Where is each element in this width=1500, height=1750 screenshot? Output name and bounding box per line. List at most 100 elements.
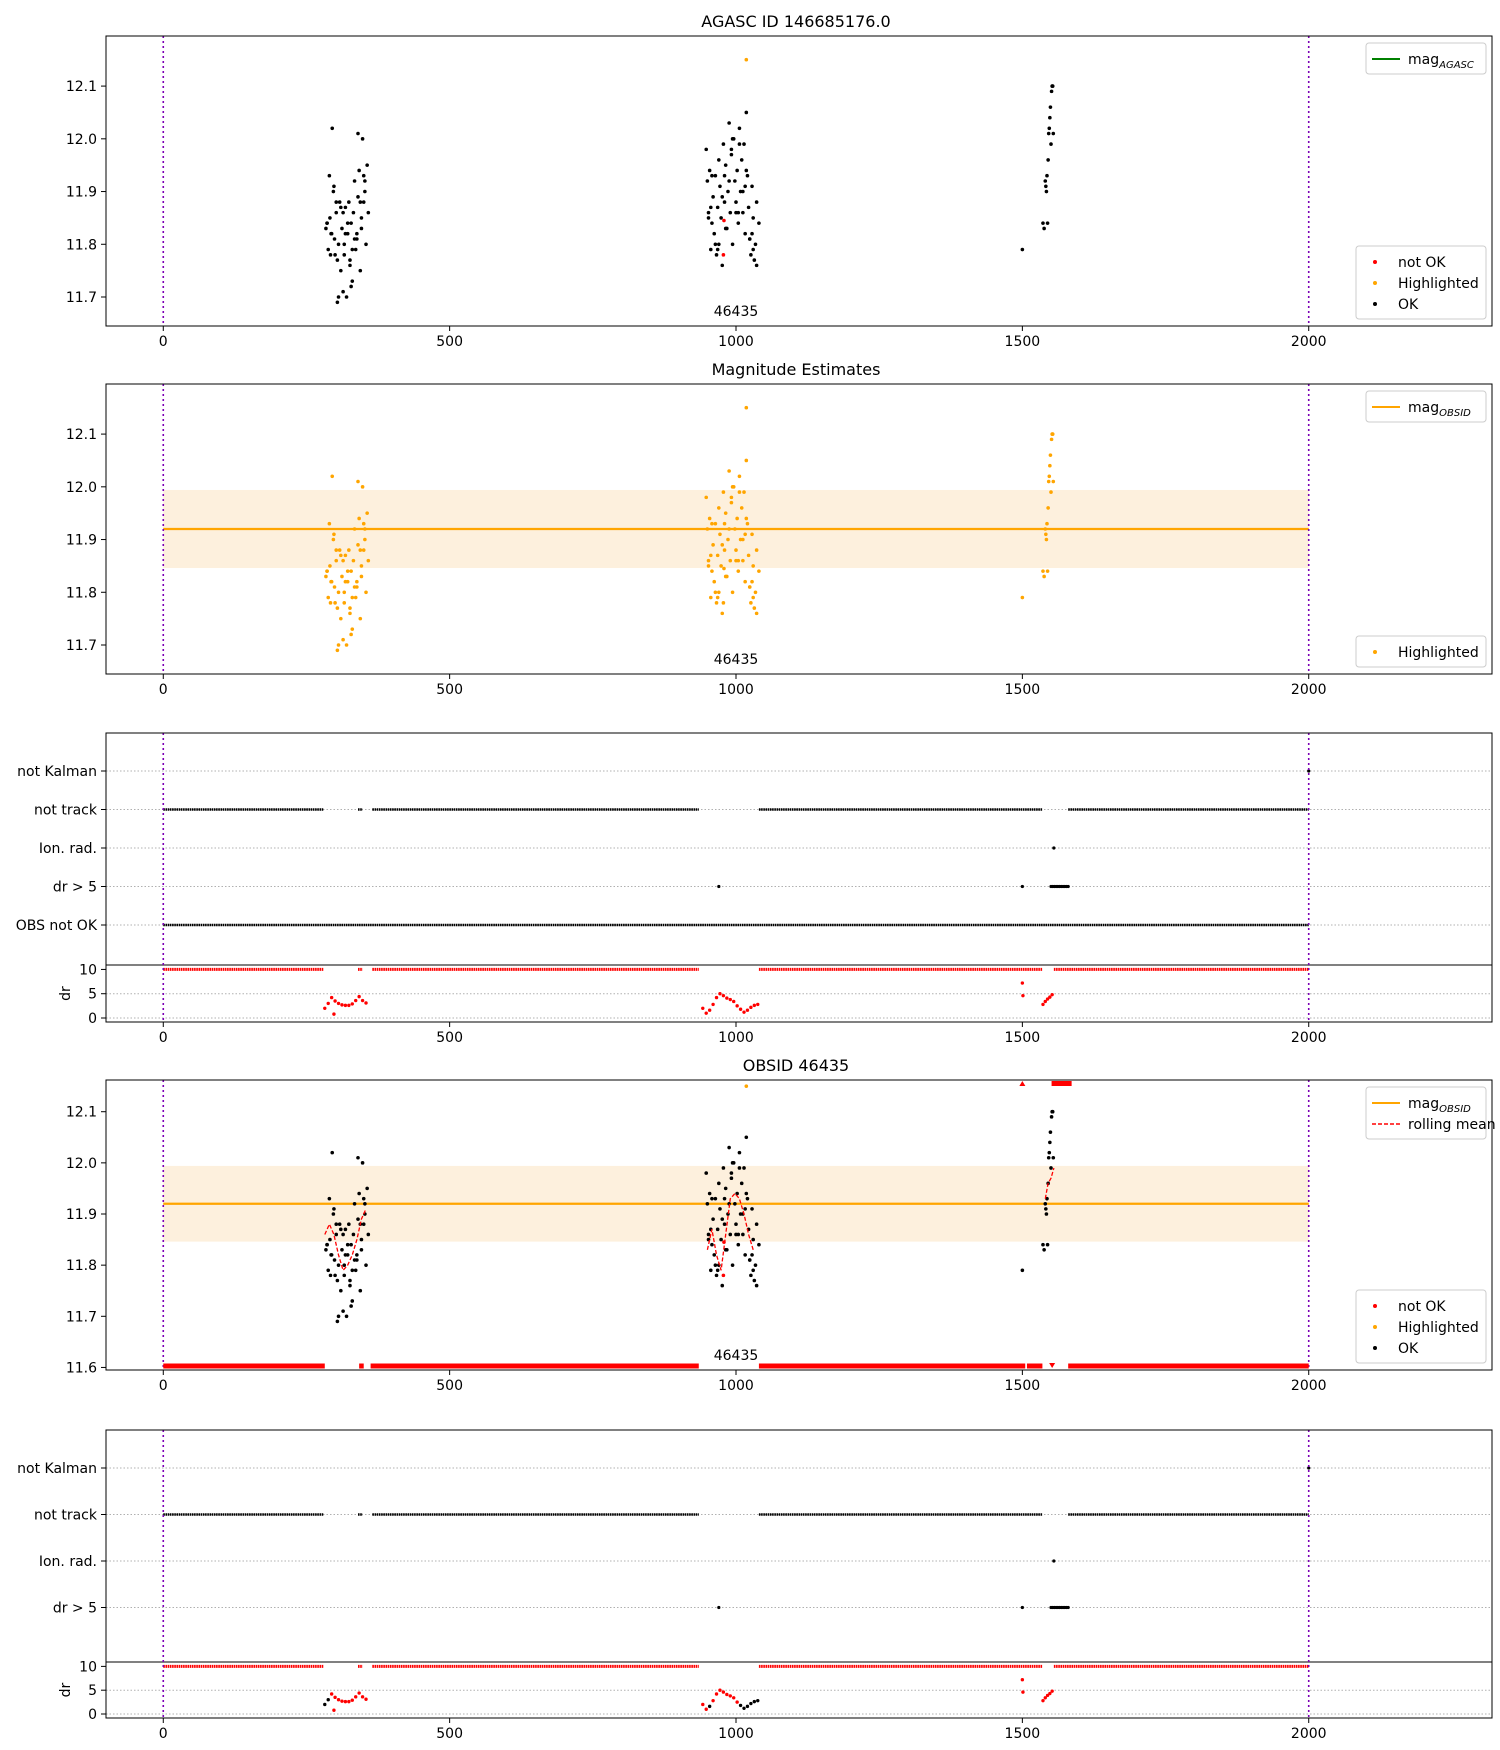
- panel-agasc-ok-point: [1047, 126, 1052, 131]
- panel-estimates-highlighted-point: [343, 553, 348, 558]
- panel-obsid-clipped-low: [1026, 1363, 1043, 1369]
- panel-agasc-ytick-label: 12.1: [66, 79, 97, 95]
- panel-flags-1-dr-point: [738, 1007, 743, 1011]
- panel-estimates-highlighted-point: [720, 611, 725, 616]
- panel-estimates-highlighted-point: [722, 566, 726, 571]
- panel-agasc-ok-point: [1044, 189, 1049, 194]
- panel-agasc-ok-point: [324, 226, 328, 231]
- panel-agasc-ok-point: [723, 226, 728, 231]
- panel-obsid-legend-lines-box: [1365, 1086, 1487, 1140]
- panel-agasc-ok-point: [729, 152, 734, 157]
- panel-estimates-highlighted-point: [722, 521, 727, 526]
- panel-agasc-ok-point: [734, 200, 738, 204]
- panel-estimates-highlighted-point: [1046, 479, 1051, 484]
- panel-agasc-ok-point: [749, 253, 753, 257]
- panel-agasc-ok-point: [341, 289, 345, 294]
- panel-flags-2-row-label: not Kalman: [17, 1461, 97, 1477]
- panel-estimates-highlighted-point: [747, 585, 752, 589]
- panel-obsid-ok-point: [745, 1196, 750, 1201]
- panel-estimates-highlighted-point: [336, 643, 341, 647]
- panel-agasc-ok-point: [349, 221, 353, 225]
- panel-obsid-ok-point: [718, 1207, 722, 1211]
- panel-flags-2-xtick-label: 2000: [1291, 1726, 1327, 1742]
- panel-estimates-highlighted-point: [363, 527, 367, 531]
- panel-agasc-ok-point: [331, 189, 336, 194]
- panel-estimates-highlighted-point: [334, 558, 339, 563]
- panel-estimates-highlighted-point: [1047, 474, 1052, 479]
- panel-obsid-ok-point: [363, 1201, 367, 1206]
- panel-flags-2-flag-point: [1066, 1605, 1070, 1610]
- panel-agasc-ok-point: [737, 142, 742, 146]
- panel-estimates-title: Magnitude Estimates: [712, 360, 881, 379]
- panel-obsid-ok-point: [332, 1207, 336, 1211]
- panel-flags-2-dr-point: [749, 1701, 753, 1706]
- panel-flags-1-dr-point: [364, 1001, 368, 1005]
- panel-estimates-highlighted-point: [735, 516, 739, 521]
- panel-obsid-ok-point: [1051, 1155, 1056, 1160]
- panel-flags-2-dr-point: [728, 1694, 732, 1698]
- panel-flags-2-dr-point: [336, 1698, 341, 1702]
- panel-flags-2-dr-point: [701, 1702, 705, 1707]
- panel-flags-1-dr-point: [333, 999, 337, 1003]
- panel-obsid-ok-point: [334, 1222, 339, 1227]
- panel-obsid-ok-point: [1042, 1248, 1046, 1252]
- panel-estimates-highlighted-point: [734, 548, 738, 552]
- panel-estimates-highlighted-point: [730, 485, 735, 489]
- panel-estimates-highlighted-point: [1049, 490, 1053, 494]
- panel-agasc-ok-point: [352, 179, 357, 183]
- panel-obsid-ok-point: [343, 1227, 348, 1232]
- panel-obsid-ok-point: [347, 1222, 351, 1227]
- panel-estimates-ytick-label: 11.8: [66, 585, 97, 601]
- panel-obsid-ok-point: [1048, 1130, 1053, 1134]
- panel-obsid-ok-point: [335, 1278, 340, 1283]
- panel-agasc-highlighted-point: [744, 57, 749, 62]
- panel-agasc-legend-points-label: OK: [1398, 297, 1419, 313]
- panel-estimates-highlighted-point: [705, 527, 710, 531]
- panel-estimates-highlighted-point: [352, 585, 357, 589]
- panel-agasc-ok-point: [1020, 247, 1025, 252]
- panel-obsid-ok-point: [1043, 1201, 1048, 1206]
- panel-estimates-highlighted-point: [1046, 506, 1050, 510]
- panel-agasc-ok-point: [754, 263, 759, 268]
- panel-agasc-ok-point: [334, 210, 339, 215]
- panel-estimates-highlighted-point: [744, 458, 749, 463]
- panel-obsid-ok-point: [355, 1253, 359, 1257]
- panel-obsid-clipped-low: [1068, 1363, 1309, 1369]
- panel-obsid-ok-point: [336, 1263, 341, 1267]
- panel-flags-2-dr-point: [1020, 1678, 1025, 1682]
- panel-estimates-xtick-label: 1500: [1005, 682, 1041, 698]
- panel-agasc-ok-point: [329, 231, 334, 236]
- panel-agasc-ok-point: [349, 284, 353, 289]
- panel-obsid-ok-point: [739, 1181, 744, 1186]
- panel-agasc-xtick-label: 500: [436, 334, 463, 350]
- panel-flags-2-xtick-label: 1500: [1005, 1726, 1041, 1742]
- panel-obsid-ok-point: [366, 1232, 371, 1237]
- panel-agasc-ok-point: [1045, 221, 1050, 225]
- panel-obsid-ok-point: [348, 1278, 352, 1283]
- panel-estimates-highlighted-point: [752, 606, 757, 610]
- panel-obsid-rolling-mean: [1044, 1167, 1055, 1199]
- panel-flags-1-dr-point: [1021, 993, 1025, 998]
- panel-obsid-ok-point: [723, 1186, 728, 1191]
- panel-estimates-highlighted-point: [744, 405, 749, 410]
- panel-obsid-legend-points-label: not OK: [1398, 1299, 1446, 1315]
- panel-obsid-ok-point: [710, 1196, 714, 1201]
- panel-agasc-ok-point: [736, 221, 741, 225]
- panel-agasc-ok-point: [1050, 84, 1055, 88]
- panel-agasc-ok-point: [347, 200, 351, 204]
- panel-estimates-legend-points-label: Highlighted: [1398, 645, 1479, 661]
- panel-flags-1-dr-tick-label: 0: [88, 1011, 97, 1027]
- panel-flags-2-dr-point: [738, 1703, 743, 1708]
- panel-flags-2-dr-point: [1041, 1698, 1045, 1703]
- panel-agasc-ok-point: [712, 231, 717, 236]
- panel-estimates-highlighted-point: [710, 569, 714, 573]
- panel-obsid-ok-point: [750, 1207, 754, 1211]
- panel-agasc-legend-lines-box: [1365, 42, 1487, 75]
- panel-estimates-ytick-label: 12.1: [66, 427, 97, 443]
- panel-agasc-ok-point: [361, 200, 366, 204]
- panel-obsid-ok-point: [333, 1273, 337, 1278]
- panel-estimates-highlighted-point: [728, 558, 733, 563]
- panel-flags-2-dr-point: [1048, 1691, 1052, 1696]
- panel-agasc-xtick-label: 0: [159, 334, 168, 350]
- panel-estimates-highlighted-point: [334, 548, 339, 552]
